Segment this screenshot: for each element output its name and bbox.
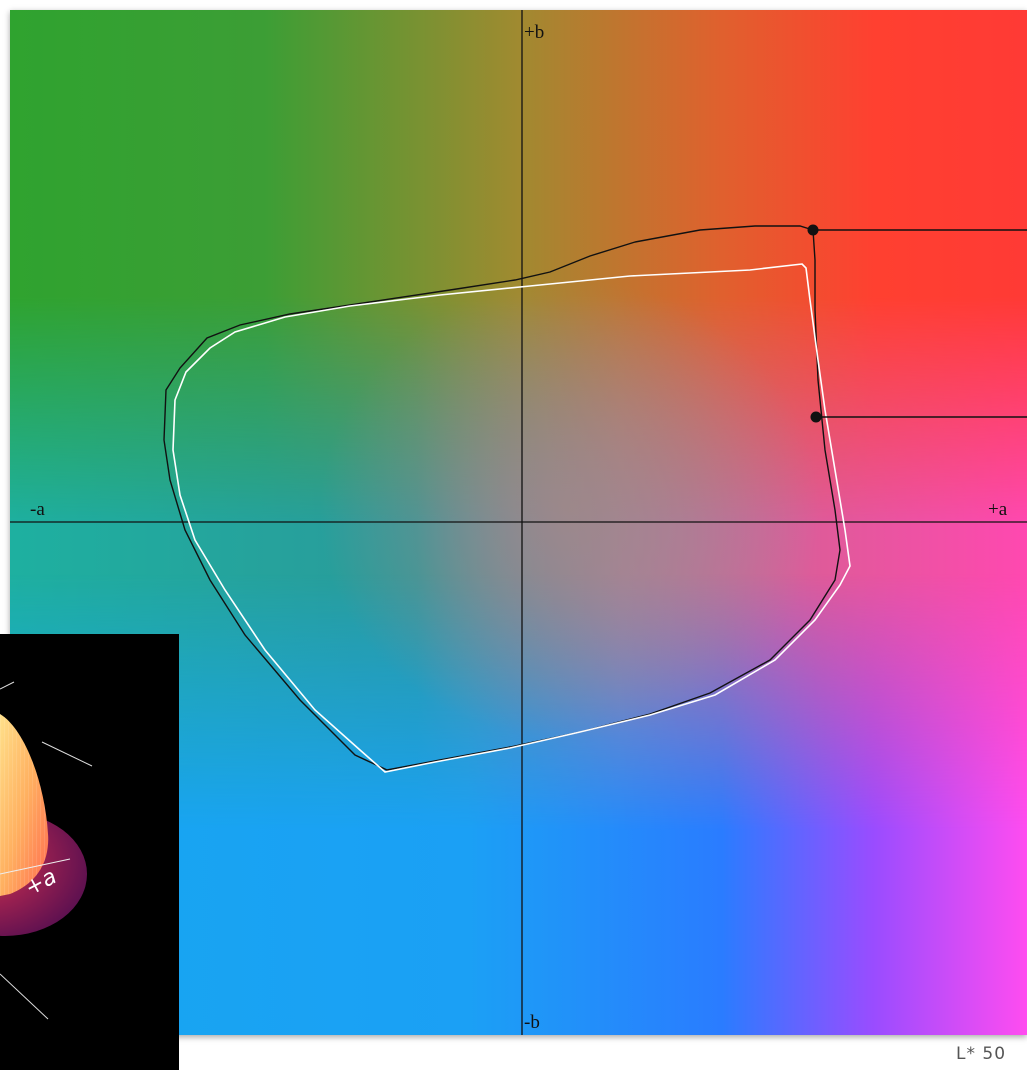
lightness-label: L* 50 xyxy=(956,1044,1007,1064)
lab-color-plane: +b -b -a +a xyxy=(10,10,1027,1035)
lab-plane-svg: +b -b -a +a xyxy=(10,10,1027,1035)
inner-gamut-outline xyxy=(172,263,851,773)
gamut-3d-svg: +a xyxy=(0,681,93,1020)
outer-gamut-outline xyxy=(163,225,841,771)
gamut-3d-inset: +a xyxy=(0,634,179,1070)
axis-label-minus-b: -b xyxy=(524,1012,540,1033)
axis-label-plus-a: +a xyxy=(988,499,1008,520)
axis-label-minus-a: -a xyxy=(30,499,45,520)
callout-dot-bottom xyxy=(810,411,822,423)
axis-label-plus-b: +b xyxy=(524,22,544,43)
callout-dot-top xyxy=(807,224,819,236)
